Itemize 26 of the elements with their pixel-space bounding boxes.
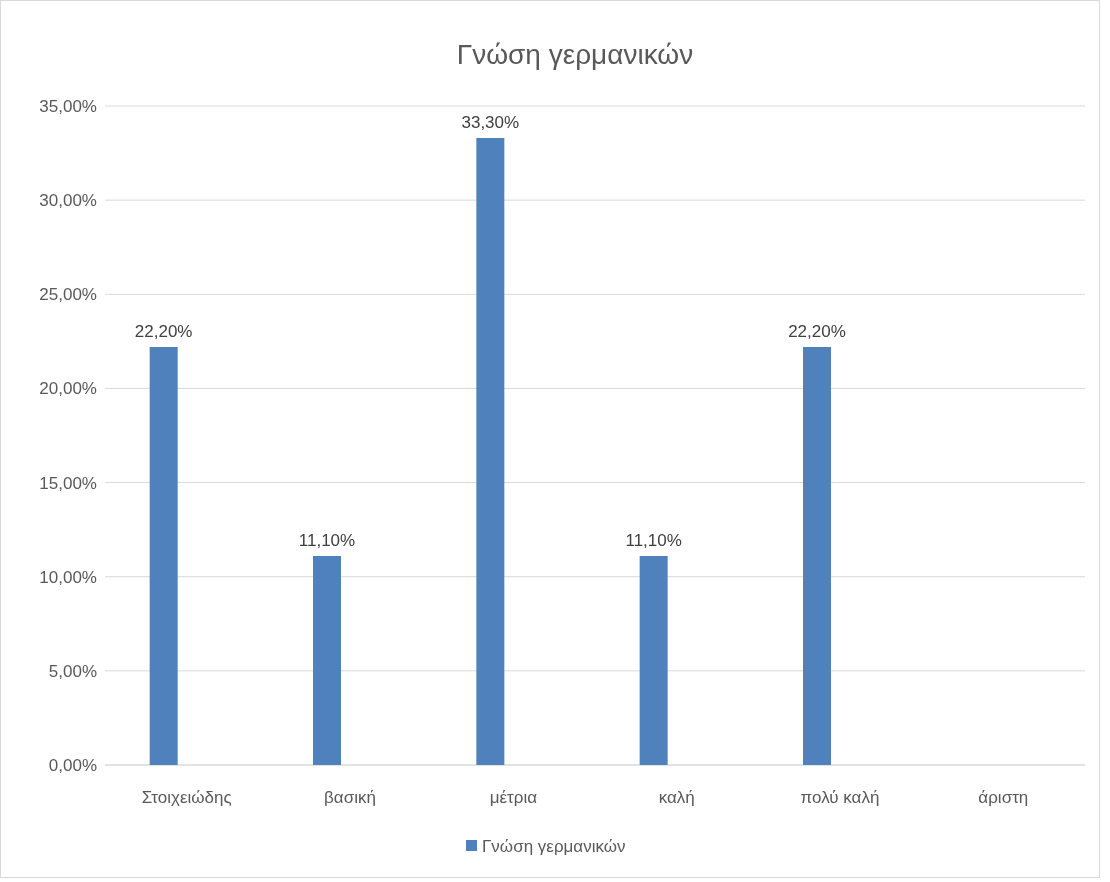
x-tick-label: βασική <box>324 788 376 807</box>
bar <box>313 556 341 765</box>
chart-title: Γνώση γερμανικών <box>456 39 694 70</box>
y-tick-label: 35,00% <box>39 96 97 116</box>
data-label: 22,20% <box>134 322 193 342</box>
y-tick-label: 10,00% <box>39 567 97 587</box>
y-tick-label: 0,00% <box>48 755 97 775</box>
y-tick-label: 20,00% <box>39 379 97 399</box>
y-tick-label: 30,00% <box>39 191 97 211</box>
data-label: 11,10% <box>298 531 356 550</box>
y-tick-label: 5,00% <box>48 661 97 681</box>
bar <box>639 556 668 765</box>
x-tick-label: Στοιχειώδης <box>141 788 232 807</box>
bar <box>149 347 178 765</box>
bar <box>476 138 505 765</box>
bar <box>803 347 831 765</box>
data-label: 22,20% <box>788 322 846 342</box>
data-label: 11,10% <box>625 531 682 550</box>
y-tick-label: 15,00% <box>39 473 97 493</box>
legend-label: Γνώση γερμανικών <box>482 836 626 856</box>
data-label: 33,30% <box>461 113 520 133</box>
x-tick-label: μέτρια <box>489 788 538 807</box>
x-tick-label: πολύ καλή <box>800 788 880 807</box>
y-tick-label: 25,00% <box>39 285 97 305</box>
x-tick-label: καλή <box>658 788 695 807</box>
x-tick-label: άριστη <box>978 788 1029 807</box>
